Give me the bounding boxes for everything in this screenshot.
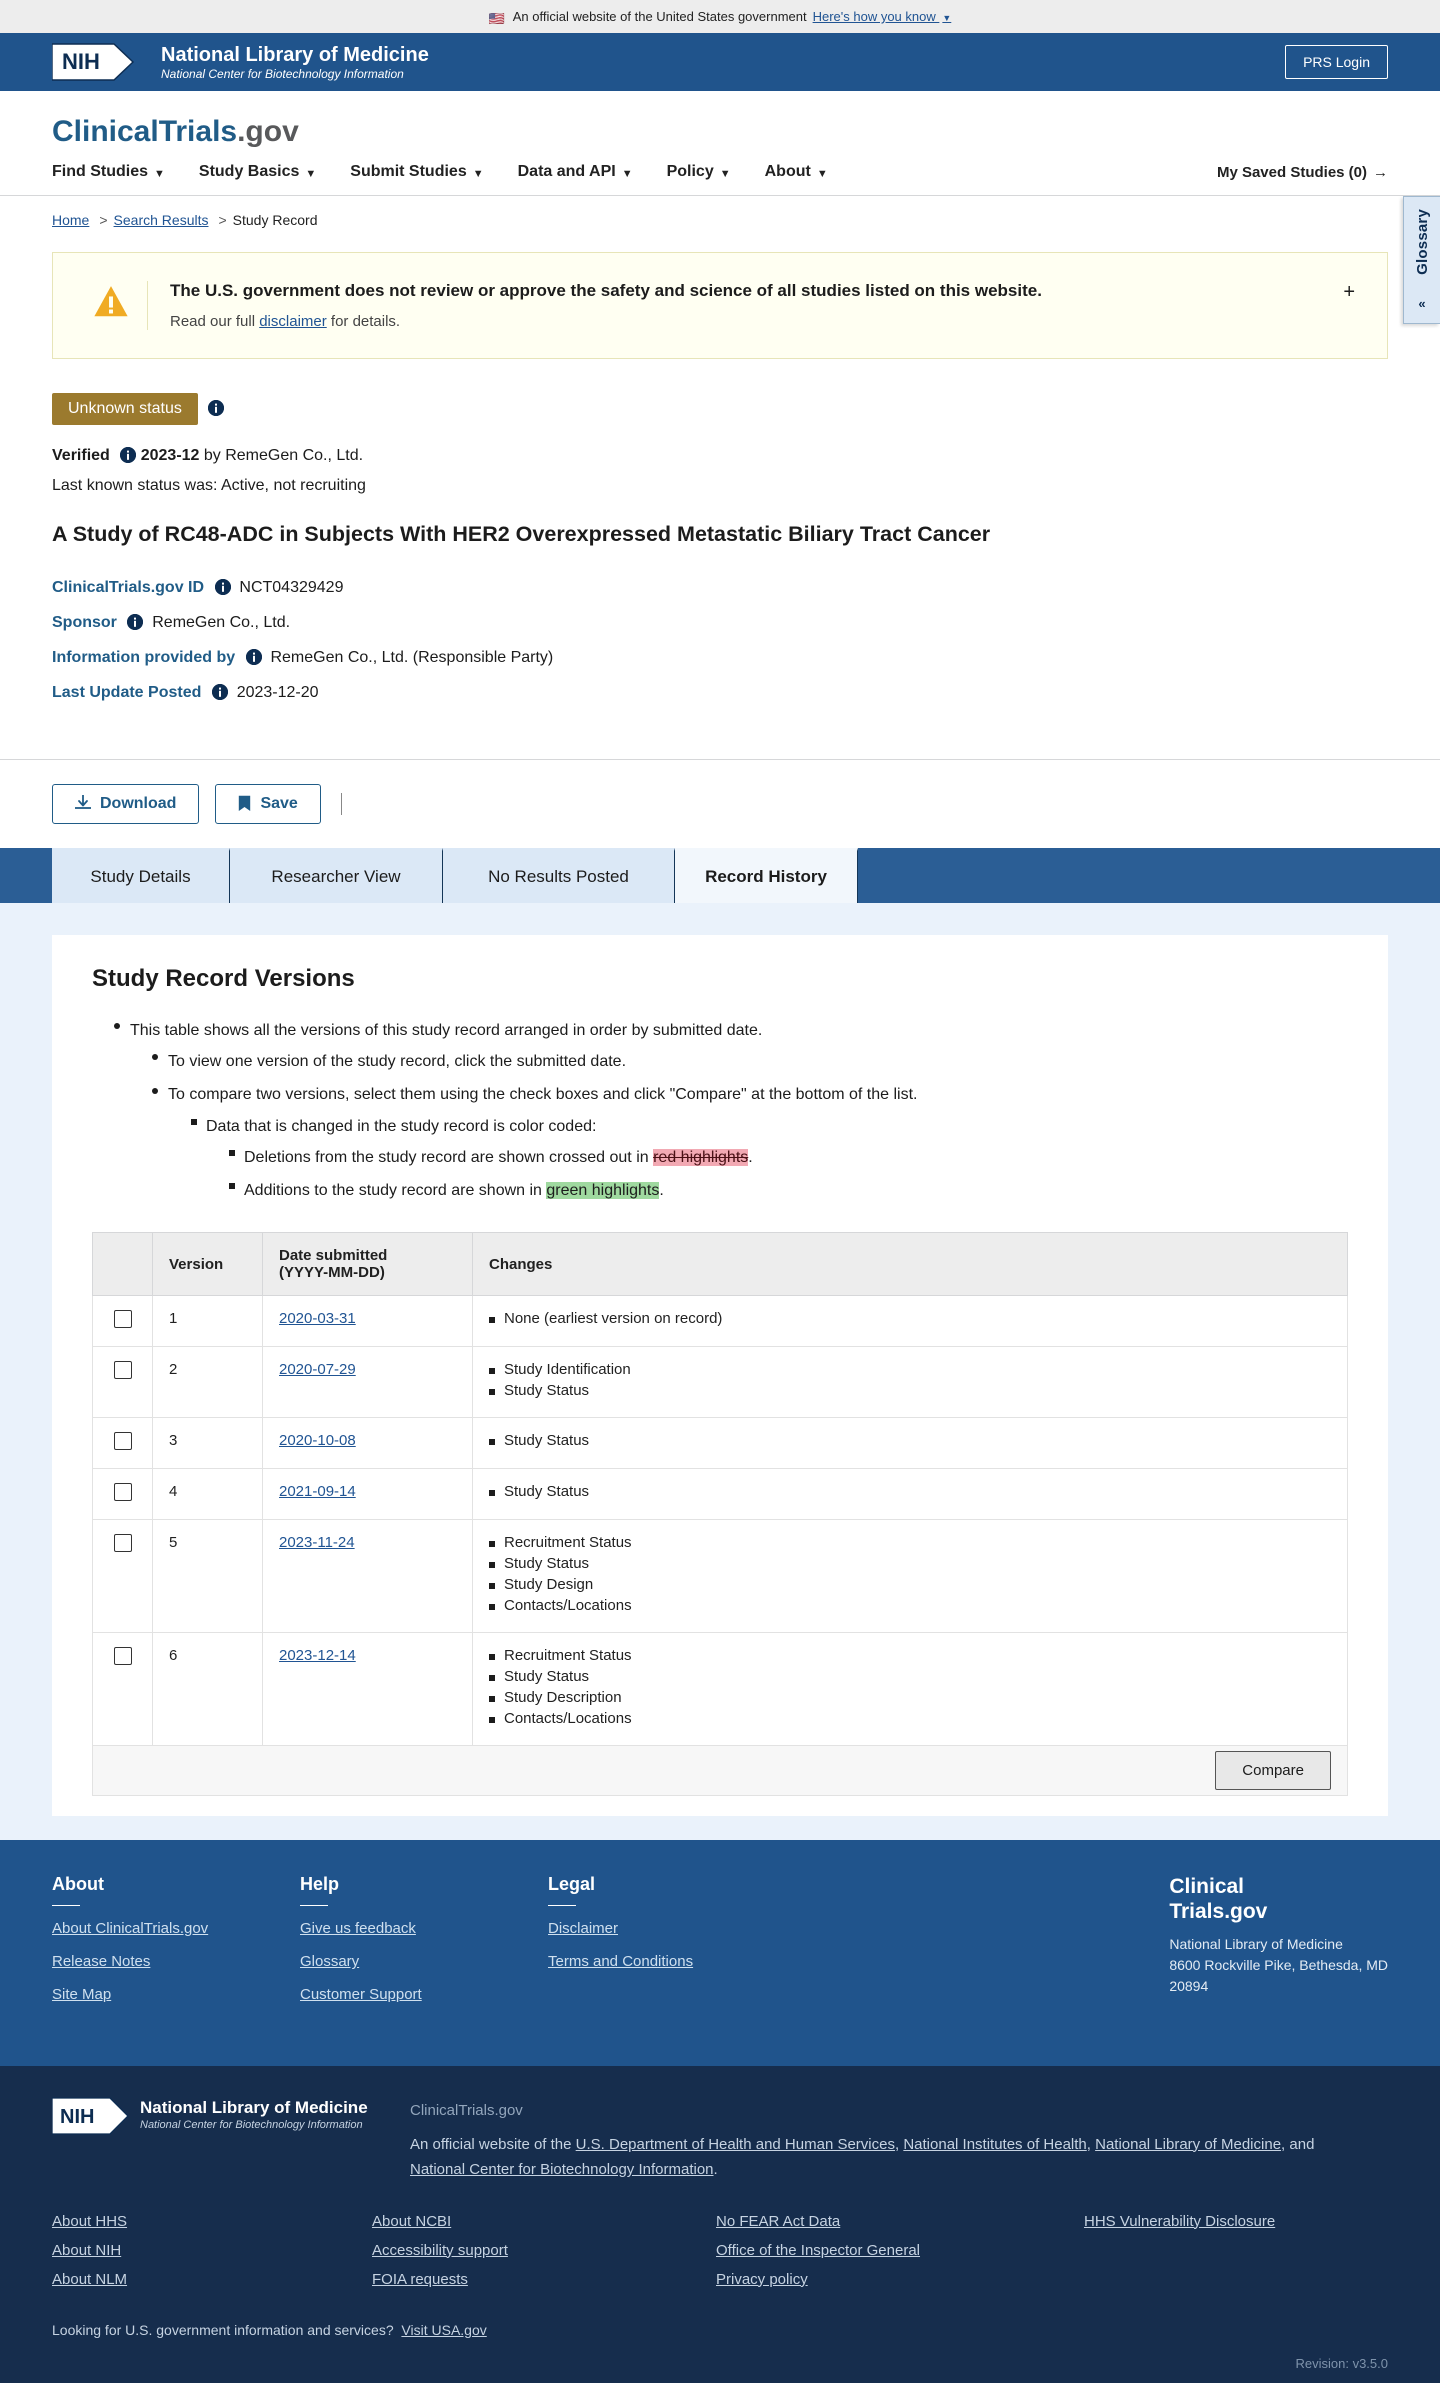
svg-text:NIH: NIH — [60, 2106, 94, 2128]
svg-text:NIH: NIH — [62, 49, 100, 74]
svg-text:National Center for Biotechnol: National Center for Biotechnology Inform… — [140, 2119, 363, 2131]
svg-text:National Library of Medicine: National Library of Medicine — [140, 2098, 368, 2117]
